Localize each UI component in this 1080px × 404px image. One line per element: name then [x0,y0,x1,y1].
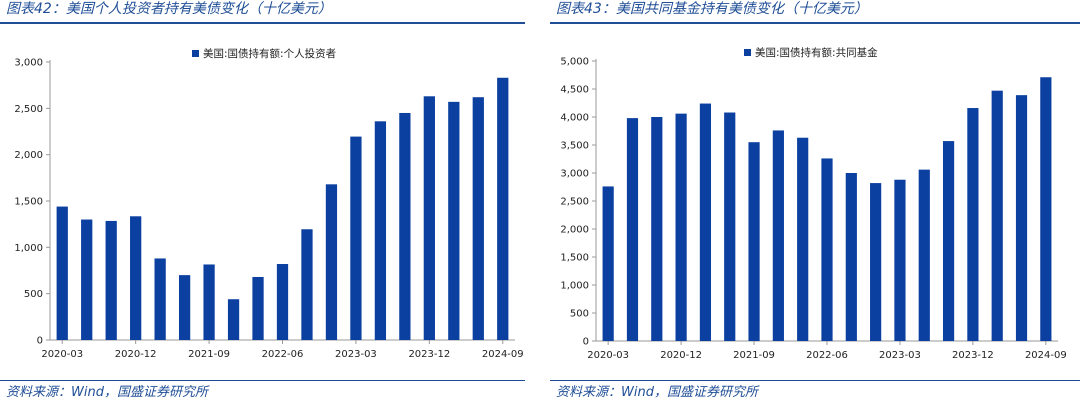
bar [301,229,313,340]
legend-label: 美国:国债持有额:个人投资者 [203,47,336,60]
figure-title: 图表42：美国个人投资者持有美债变化（十亿美元） [6,1,332,17]
legend: 美国:国债持有额:个人投资者 [192,47,336,60]
bar [651,117,663,341]
bar [227,299,240,340]
x-tick-label: 2024-09 [482,349,524,360]
y-tick-label: 0 [583,337,589,348]
bar [870,183,882,341]
y-tick-label: 500 [24,289,43,300]
y-tick-label: 1,500 [560,253,589,264]
y-tick-label: 4,500 [560,85,589,96]
x-tick-label: 2020-12 [115,349,157,360]
bar [748,142,760,341]
x-tick-label: 2023-03 [335,349,377,360]
x-tick-label: 2021-09 [188,349,230,360]
bar [675,113,687,341]
bar [350,136,362,340]
bar [821,158,833,341]
x-tick-label: 2020-03 [587,350,629,361]
bar [56,206,68,340]
bar [602,186,614,341]
y-tick-label: 4,000 [560,113,589,124]
y-tick-label: 3,000 [14,58,43,69]
bar [276,264,289,340]
y-tick-label: 1,000 [560,281,589,292]
bar [154,258,166,340]
y-tick-label: 3,000 [560,169,589,180]
y-tick-label: 1,000 [14,243,43,254]
x-tick-label: 2021-09 [733,350,775,361]
bar [105,220,117,340]
y-tick-label: 1,500 [14,197,43,208]
bar [178,275,191,340]
bar [797,137,809,341]
bar [724,112,736,342]
bar [497,77,509,341]
x-tick-label: 2022-06 [806,350,848,361]
bar [918,169,930,341]
y-tick-label: 0 [37,336,43,347]
bar-chart-individual-investors: 0 500 1,000 1,500 2,000 2,500 3,000 2020-03 2020… [14,47,524,360]
y-tick-label: 2,000 [14,150,43,161]
x-tick-label: 2023-03 [879,350,921,361]
bar [772,130,784,341]
x-tick-label: 2020-03 [41,349,83,360]
x-tick-label: 2023-12 [952,350,994,361]
bar [81,219,93,340]
y-tick-label: 2,500 [560,197,589,208]
bar [1040,77,1052,342]
bar [991,90,1003,342]
bar [203,264,215,340]
y-tick-label: 3,500 [560,141,589,152]
source-note: 资料来源：Wind，国盛证券研究所 [556,385,758,400]
legend-swatch [192,50,199,57]
y-tick-label: 2,000 [560,225,589,236]
chart-panel-mutual-funds: 图表43：美国共同基金持有美债变化（十亿美元） 0 500 1,000 1,500 2,… [550,0,1080,404]
bar [626,118,639,342]
legend-swatch [744,49,751,56]
y-tick-label: 2,500 [14,104,43,115]
x-tick-label: 2020-12 [660,350,702,361]
title-rule [550,22,1080,24]
chart-panel-individual: 图表42：美国个人投资者持有美债变化（十亿美元） 0 500 1,000 1,500 2… [0,0,525,404]
bar [130,216,142,340]
source-note: 资料来源：Wind，国盛证券研究所 [6,385,208,400]
title-rule [0,22,525,24]
bar [1015,95,1028,341]
bar [967,108,979,341]
bar [448,101,460,340]
bar [325,184,338,340]
bar [399,112,411,340]
bar [423,96,435,340]
bar-chart-mutual-funds: 0 500 1,000 1,500 2,000 2,500 3,000 3,500 4,000 4… [560,46,1067,361]
bar [472,97,484,340]
y-tick-label: 5,000 [560,57,589,68]
bar [894,179,906,341]
bar [699,103,712,341]
bar [374,121,387,340]
source-rule [550,380,1080,381]
x-tick-label: 2023-12 [408,349,450,360]
bar [942,141,955,341]
bar [845,173,857,341]
legend-label: 美国:国债持有额:共同基金 [755,46,878,59]
y-tick-label: 500 [570,309,589,320]
x-tick-label: 2024-09 [1025,350,1067,361]
bar [252,276,264,340]
legend: 美国:国债持有额:共同基金 [744,46,878,59]
source-rule [0,380,525,381]
figure-title: 图表43：美国共同基金持有美债变化（十亿美元） [556,1,868,17]
x-tick-label: 2022-06 [262,349,304,360]
